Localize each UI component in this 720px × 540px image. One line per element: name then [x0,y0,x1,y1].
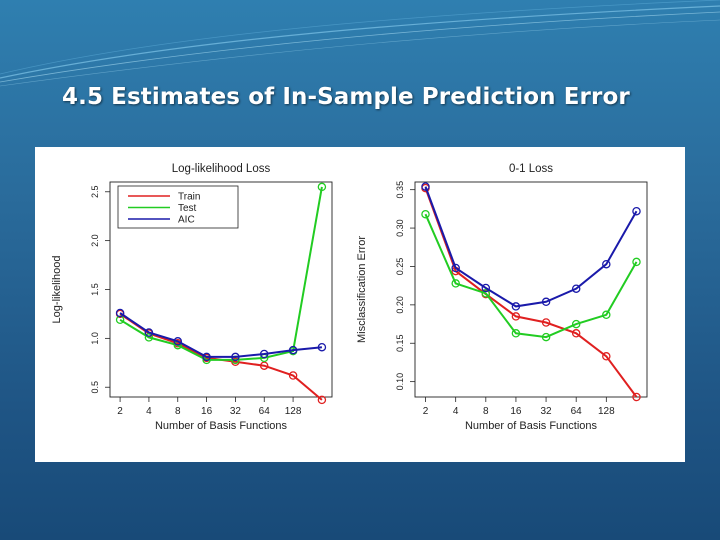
chart1-legend-label-test: Test [178,203,197,214]
chart2-y-axis-label: Misclassification Error [356,236,368,343]
chart2-train-line [424,187,638,398]
chart2-test-point [602,310,611,320]
chart2-test-point [421,209,430,219]
chart2-test-point [541,332,551,342]
chart2-y-tick-label: 0.20 [395,296,405,314]
chart2-plot-frame [414,181,648,398]
chart2-x-tick-label: 4 [453,406,459,417]
chart2-x-tick-label: 64 [571,406,583,417]
chart1-test-point [317,182,327,192]
chart1-aic-point [115,308,125,318]
chart1-x-tick-label: 8 [175,406,181,417]
chart2-aic-point [511,302,521,311]
chart2-aic-point [571,284,581,293]
chart2-test-point [451,279,460,288]
chart2-x-tick-label: 128 [598,406,615,417]
chart1-aic-point [317,342,327,352]
chart1-y-tick-label: 0.5 [90,381,100,394]
chart1-y-tick-label: 2.5 [90,186,100,199]
chart1-aic-line [119,312,323,358]
chart2-train-point [602,352,611,361]
chart1-y-tick-label: 1.5 [90,283,100,296]
chart1-test-line [119,186,323,361]
chart1-x-tick-label: 64 [259,406,271,417]
chart1-x-tick-label: 32 [230,406,242,417]
chart1-train-point [288,371,298,380]
chart2-y-tick-label: 0.35 [395,181,405,199]
chart2-aic-point [481,283,491,293]
chart2-train-point [571,329,581,338]
chart1-x-tick-label: 128 [285,406,302,417]
chart1-aic-point [144,328,154,337]
chart1-test-point [144,333,154,342]
chart2-x-tick-label: 16 [510,406,522,417]
chart2-y-tick-label: 0.15 [395,334,405,352]
chart2-test-line [424,213,638,339]
chart1-y-tick-label: 2.0 [90,234,100,247]
chart2-x-tick-label: 2 [423,406,429,417]
chart1-train-point [317,395,327,405]
chart-panel: Log-likelihood Loss 2 4 8 16 32 64 128 0.5 1.0 1.5… [35,147,685,462]
chart1-x-tick-label: 2 [117,406,123,417]
chart2-train-point [511,312,521,321]
chart1-legend-label-aic: AIC [178,215,195,226]
chart1-aic-point [202,352,211,362]
chart1-y-axis-label: Log-likelihood [51,256,63,324]
chart2-aic-point [421,182,430,191]
chart1-title: Log-likelihood Loss [172,163,271,175]
chart2-train-point [541,318,551,327]
chart2-title: 0-1 Loss [509,163,553,175]
chart2-aic-point [632,206,641,216]
slide-title: 4.5 Estimates of In-Sample Prediction Er… [62,84,630,110]
decorative-swoosh [0,0,720,87]
chart2-test-point [632,257,641,267]
chart2-x-tick-label: 32 [541,406,553,417]
chart1-x-tick-label: 4 [146,406,152,417]
chart1-aic-point [288,345,298,355]
chart2-aic-point [451,263,460,273]
chart2-test-point [481,289,491,298]
chart1-legend-label-train: Train [178,192,200,203]
chart2-test-point [511,329,521,338]
chart2-y-tick-label: 0.10 [395,373,405,391]
chart1-aic-point [173,337,183,346]
chart2-y-tick-label: 0.30 [395,219,405,237]
chart2-train-point [632,392,641,402]
chart1-x-axis-label: Number of Basis Functions [155,420,288,432]
chart2-aic-line [424,186,638,308]
chart2-test-point [571,319,581,329]
chart1-y-tick-label: 1.0 [90,332,100,345]
chart1-aic-point [259,349,269,359]
chart2-x-axis-label: Number of Basis Functions [465,420,598,432]
chart2-aic-point [541,297,551,307]
chart2-x-tick-label: 8 [483,406,489,417]
chart1-aic-point [231,352,240,362]
chart2-aic-point [602,259,611,269]
chart1-x-tick-label: 16 [201,406,213,417]
chart2-y-tick-label: 0.25 [395,258,405,276]
charts-svg: Log-likelihood Loss 2 4 8 16 32 64 128 0.5 1.0 1.5… [51,163,648,432]
